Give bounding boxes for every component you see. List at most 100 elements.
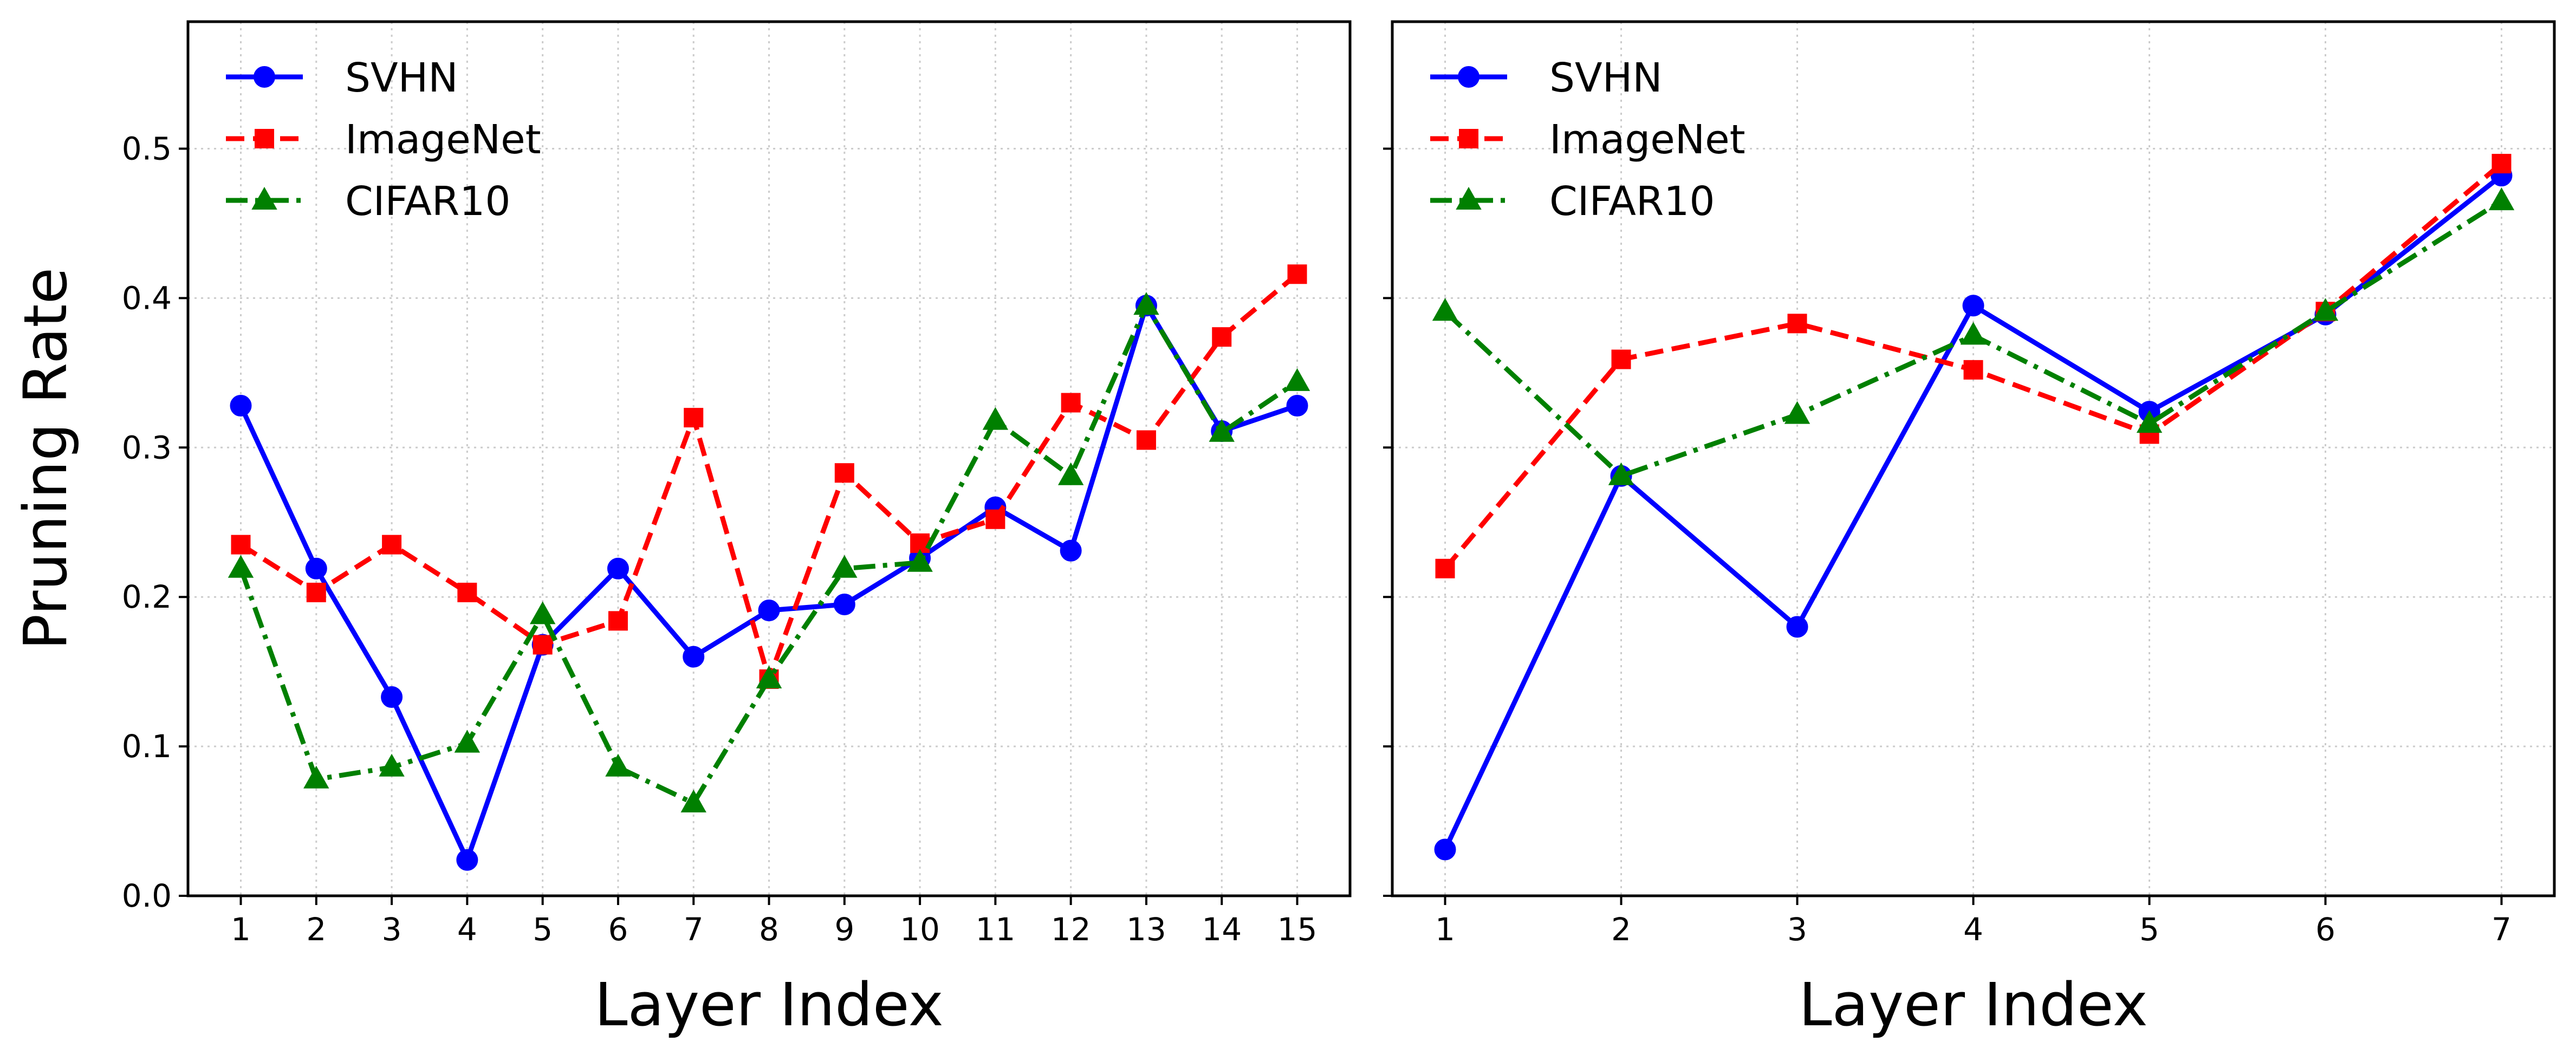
data-point-cifar10-3 <box>379 753 405 777</box>
x-tick-label: 1 <box>1435 911 1455 948</box>
x-tick-label: 2 <box>306 911 326 948</box>
data-point-cifar10-13 <box>1133 292 1159 315</box>
x-tick-label: 5 <box>2139 911 2159 948</box>
data-point-imagenet-3 <box>382 535 402 555</box>
y-tick-label: 0.1 <box>122 728 172 765</box>
data-point-imagenet-4 <box>457 582 477 602</box>
legend-marker-imagenet <box>1459 129 1478 148</box>
data-point-cifar10-8 <box>756 665 782 688</box>
x-axis-label: Layer Index <box>594 970 943 1039</box>
legend-label-svhn: SVHN <box>1549 55 1663 101</box>
x-tick-label: 4 <box>1963 911 1983 948</box>
y-tick-label: 0.5 <box>122 131 172 167</box>
data-point-cifar10-11 <box>982 407 1009 430</box>
legend-marker-cifar10 <box>251 186 277 210</box>
data-point-cifar10-2 <box>303 765 329 789</box>
data-point-svhn-2 <box>305 557 327 580</box>
legend: SVHN ImageNet CIFAR10 <box>1430 55 1746 225</box>
data-point-cifar10-5 <box>529 601 556 624</box>
data-point-cifar10-1 <box>228 555 254 578</box>
y-tick-label: 0.0 <box>122 877 172 914</box>
y-tick-label: 0.4 <box>122 279 172 316</box>
legend-label-cifar10: CIFAR10 <box>1549 178 1715 225</box>
data-point-imagenet-7 <box>684 408 704 428</box>
data-point-svhn-4 <box>456 849 478 871</box>
data-point-cifar10-4 <box>1960 322 1987 345</box>
x-tick-label: 10 <box>900 911 940 948</box>
data-point-cifar10-14 <box>1209 419 1235 442</box>
data-point-imagenet-1 <box>1435 558 1455 578</box>
data-point-cifar10-6 <box>605 753 631 777</box>
data-point-cifar10-4 <box>454 730 481 753</box>
data-point-imagenet-2 <box>306 582 326 602</box>
data-point-imagenet-4 <box>1963 360 1983 380</box>
data-point-cifar10-3 <box>1784 401 1811 424</box>
data-point-svhn-4 <box>1962 295 1984 317</box>
data-point-imagenet-11 <box>985 509 1005 529</box>
legend-label-imagenet: ImageNet <box>1549 116 1746 163</box>
data-point-cifar10-7 <box>680 789 706 812</box>
legend-marker-imagenet <box>255 129 274 148</box>
data-point-svhn-6 <box>607 557 629 580</box>
x-tick-label: 5 <box>533 911 553 948</box>
data-point-imagenet-3 <box>1787 314 1807 334</box>
chart-panel-1: 1 2 3 4 5 6 7 8 9 10 11 12 13 14 150.00.10.20.30.40.5L… <box>11 20 1352 1039</box>
x-tick-label: 7 <box>2491 911 2512 948</box>
legend-marker-svhn <box>1458 66 1480 88</box>
legend-label-cifar10: CIFAR10 <box>345 178 510 225</box>
data-point-svhn-8 <box>758 600 780 622</box>
data-point-imagenet-5 <box>533 635 553 655</box>
data-point-cifar10-12 <box>1057 462 1084 485</box>
x-tick-label: 14 <box>1202 911 1242 948</box>
x-tick-label: 4 <box>457 911 477 948</box>
x-tick-label: 6 <box>608 911 628 948</box>
data-point-imagenet-9 <box>834 463 854 483</box>
legend-marker-cifar10 <box>1456 186 1482 210</box>
legend-marker-svhn <box>254 66 275 88</box>
x-tick-label: 8 <box>759 911 779 948</box>
data-point-imagenet-2 <box>1611 349 1631 369</box>
legend-label-imagenet: ImageNet <box>345 116 541 163</box>
data-point-svhn-15 <box>1286 395 1308 417</box>
data-point-svhn-7 <box>683 646 705 668</box>
data-point-svhn-1 <box>230 395 252 417</box>
data-point-cifar10-15 <box>1284 368 1310 391</box>
x-tick-label: 2 <box>1611 911 1631 948</box>
x-tick-label: 11 <box>975 911 1015 948</box>
data-point-cifar10-5 <box>2136 410 2163 433</box>
data-point-imagenet-1 <box>231 535 251 555</box>
data-point-svhn-3 <box>381 686 403 708</box>
data-point-svhn-3 <box>1786 616 1808 638</box>
data-point-cifar10-6 <box>2312 298 2339 321</box>
data-point-svhn-1 <box>1434 838 1456 861</box>
x-axis-label: Layer Index <box>1799 970 2147 1039</box>
y-tick-label: 0.2 <box>122 578 172 615</box>
x-tick-label: 6 <box>2315 911 2335 948</box>
data-point-cifar10-1 <box>1432 298 1458 321</box>
data-point-imagenet-13 <box>1136 430 1156 450</box>
data-point-imagenet-15 <box>1287 264 1307 284</box>
x-tick-label: 12 <box>1051 911 1091 948</box>
x-tick-label: 13 <box>1126 911 1166 948</box>
y-axis-label: Pruning Rate <box>11 268 80 650</box>
legend: SVHN ImageNet CIFAR10 <box>226 55 541 225</box>
data-point-imagenet-12 <box>1061 393 1081 413</box>
legend-label-svhn: SVHN <box>345 55 458 101</box>
data-point-svhn-9 <box>833 594 855 615</box>
data-point-cifar10-10 <box>907 549 933 572</box>
x-tick-label: 7 <box>684 911 704 948</box>
y-tick-label: 0.3 <box>122 429 172 466</box>
data-point-imagenet-14 <box>1212 327 1232 347</box>
data-point-cifar10-7 <box>2488 187 2515 211</box>
data-point-imagenet-7 <box>2491 154 2512 174</box>
x-tick-label: 15 <box>1277 911 1318 948</box>
data-point-cifar10-2 <box>1608 462 1634 485</box>
chart-panel-2: 1 2 3 4 5 6 7 Layer Index SVHN ImageNet CIFAR10 <box>1383 20 2556 1039</box>
x-tick-label: 1 <box>231 911 251 948</box>
data-point-svhn-12 <box>1060 539 1082 562</box>
data-point-cifar10-9 <box>832 555 858 578</box>
data-point-imagenet-6 <box>608 611 628 631</box>
x-tick-label: 9 <box>834 911 854 948</box>
x-tick-label: 3 <box>382 911 402 948</box>
